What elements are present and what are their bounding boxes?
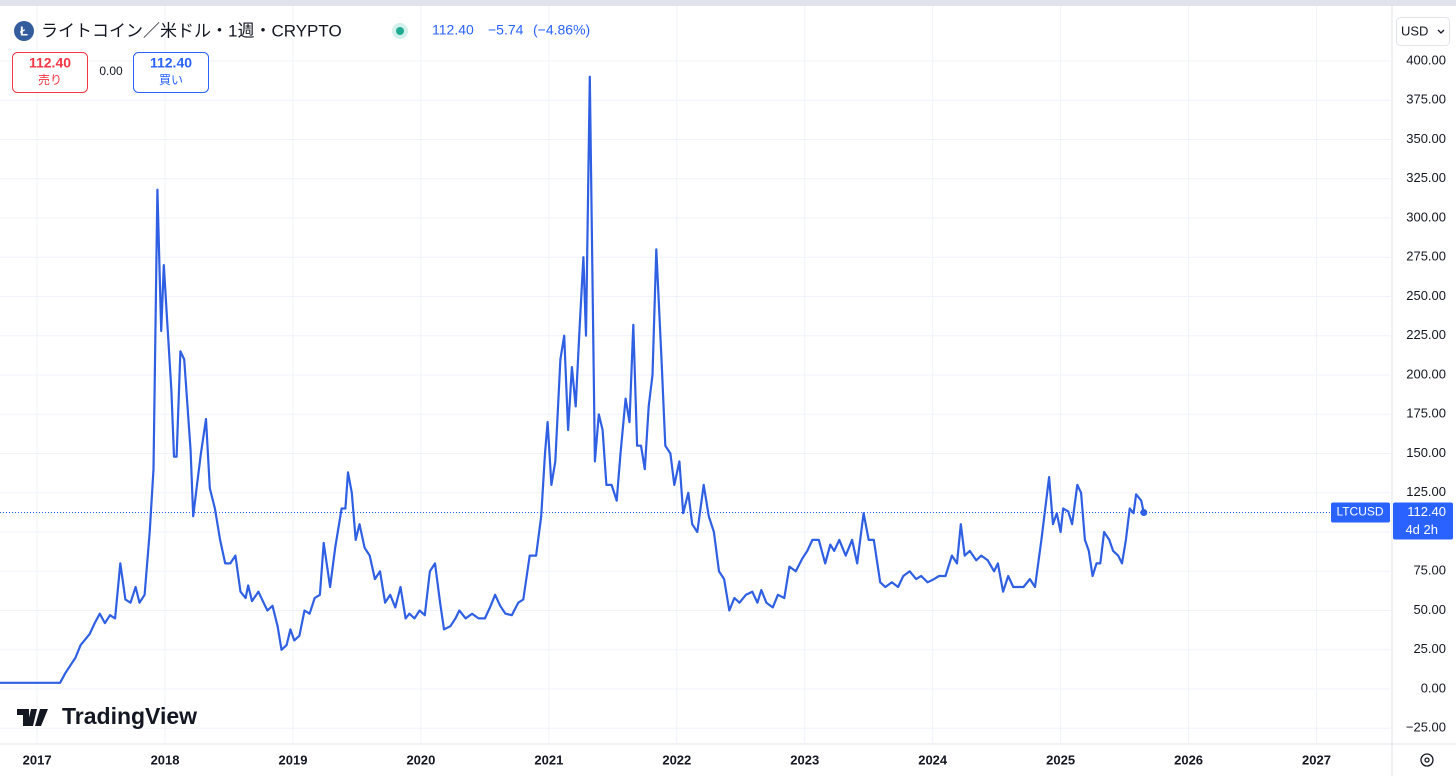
y-tick-label: 200.00	[1406, 366, 1446, 381]
x-tick-label: 2019	[279, 752, 308, 767]
y-tick-label: 250.00	[1406, 288, 1446, 303]
x-tick-label: 2018	[151, 752, 180, 767]
price-change: −5.74	[488, 22, 524, 38]
y-tick-label: 225.00	[1406, 327, 1446, 342]
buy-label: 買い	[159, 73, 183, 87]
buy-price: 112.40	[150, 55, 192, 71]
x-tick-label: 2021	[534, 752, 563, 767]
settings-icon[interactable]	[1420, 753, 1434, 767]
x-tick-label: 2025	[1046, 752, 1075, 767]
coin-icon-letter: Ł	[20, 23, 28, 38]
x-tick-label: 2027	[1302, 752, 1331, 767]
x-tick-label: 2022	[662, 752, 691, 767]
y-tick-label: 400.00	[1406, 52, 1446, 67]
sell-label: 売り	[38, 72, 62, 87]
y-tick-label: 325.00	[1406, 170, 1446, 185]
y-tick-label: 375.00	[1406, 92, 1446, 107]
y-tick-label: 300.00	[1406, 209, 1446, 224]
y-tick-label: 275.00	[1406, 249, 1446, 264]
top-bar	[0, 0, 1456, 6]
settings-icon-center	[1424, 757, 1430, 763]
y-tick-label: 175.00	[1406, 406, 1446, 421]
grid	[0, 6, 1392, 744]
y-tick-label: −25.00	[1406, 720, 1446, 735]
y-tick-label: 0.00	[1421, 680, 1446, 695]
x-tick-label: 2020	[406, 752, 435, 767]
currency: USD	[1401, 23, 1428, 38]
y-tick-label: 125.00	[1406, 484, 1446, 499]
brand-name: TradingView	[62, 703, 197, 729]
currency-dropdown[interactable]	[1396, 17, 1450, 46]
price-line	[0, 75, 1145, 684]
y-tick-label: 350.00	[1406, 131, 1446, 146]
status-dot	[396, 27, 404, 35]
price-tag-label: 112.40	[1407, 504, 1446, 519]
price-change-pct: (−4.86%)	[533, 22, 590, 38]
price-tag	[1393, 502, 1453, 540]
y-tick-label: 50.00	[1413, 602, 1446, 617]
plot	[0, 75, 1148, 684]
symbol-title: ライトコイン／米ドル・1週・CRYPTO	[41, 21, 342, 40]
x-tick-label: 2026	[1174, 752, 1203, 767]
dropdown-arrow	[1437, 29, 1445, 34]
countdown: 4d 2h	[1405, 522, 1438, 537]
symbol-tag	[1331, 502, 1390, 523]
y-tick-label: 150.00	[1406, 445, 1446, 460]
spread: 0.00	[99, 64, 123, 78]
sell-price: 112.40	[29, 55, 71, 71]
x-tick-label: 2023	[790, 752, 819, 767]
buy-button[interactable]	[133, 52, 209, 93]
last-price: 112.40	[432, 22, 474, 38]
brand-logo	[17, 709, 48, 726]
x-tick-label: 2017	[23, 752, 52, 767]
symbol-tag-label: LTCUSD	[1336, 505, 1383, 519]
sell-button[interactable]	[12, 52, 88, 93]
x-tick-label: 2024	[918, 752, 948, 767]
y-tick-label: 25.00	[1413, 641, 1446, 656]
coin-icon	[14, 21, 34, 41]
y-tick-label: 75.00	[1413, 563, 1446, 578]
